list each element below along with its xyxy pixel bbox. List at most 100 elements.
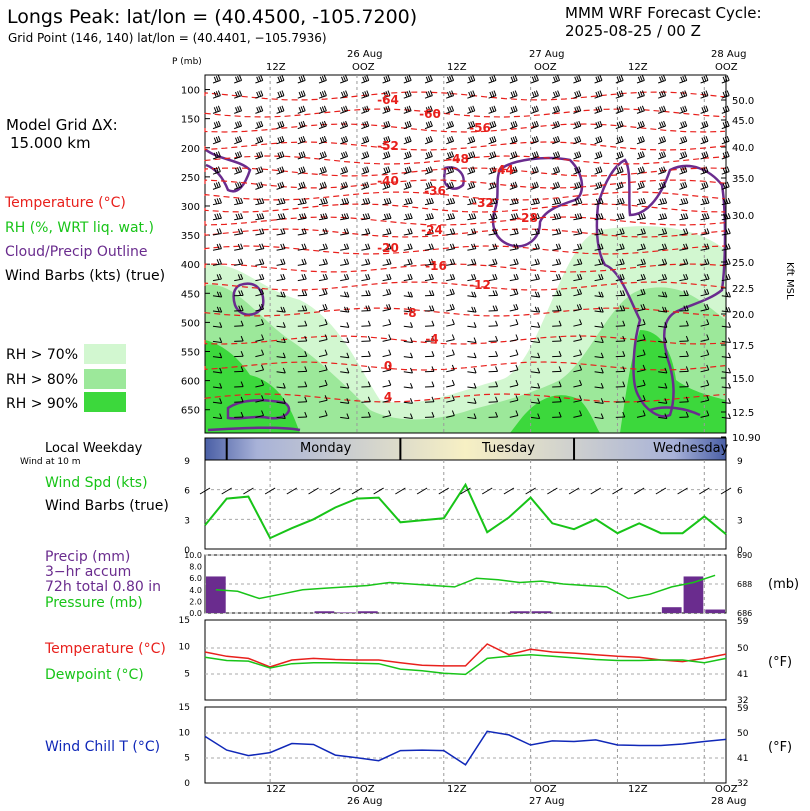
wind-barb-flag [600, 243, 604, 249]
wind-barb-flag [473, 382, 477, 389]
wind-barb-flag [616, 122, 620, 128]
top-time-label: OOZ [352, 62, 375, 73]
wind-barb-flag [240, 320, 244, 326]
wind-barb-flag [260, 120, 264, 127]
wind-barb-flag [452, 213, 456, 219]
wind-barb-flag [470, 182, 474, 188]
wind-barb-flag [406, 75, 410, 82]
temperature-contour [204, 335, 726, 345]
wind-barb-flag [346, 228, 350, 234]
wind-barb-flag [640, 213, 644, 219]
wind-barb [700, 354, 709, 358]
rh90-region-mid [510, 395, 600, 433]
temperature-line [204, 643, 727, 668]
wind-barb-flag [366, 90, 370, 96]
wind-barb [318, 155, 327, 160]
wind-barb-flag [323, 105, 327, 112]
wind-barb-flag [449, 106, 452, 112]
wind-barb-flag [407, 243, 411, 250]
wind-barb [340, 248, 349, 251]
wind-barb-flag [659, 167, 662, 174]
wind-barb-flag [579, 258, 583, 265]
wind-barb [573, 79, 581, 84]
wind-barb-flag [302, 120, 306, 127]
wind-barb-flag [637, 122, 641, 128]
wind-barb-flag [281, 105, 285, 112]
wind-barb [361, 232, 370, 236]
wind-barb-flag [533, 75, 537, 82]
wind-barb-flag [451, 364, 455, 371]
wind-barb [255, 308, 264, 312]
windchill-panel-frame [204, 706, 727, 784]
precip-bar [705, 609, 725, 613]
wind-barb-flag [408, 136, 412, 142]
wind-barb [615, 79, 624, 84]
precip-accum-label: 3−hr accum [45, 564, 132, 580]
wind-barb-flag [727, 273, 731, 280]
wind-barb-flag [515, 319, 519, 325]
wind-barb [721, 386, 731, 389]
wind-barb [573, 323, 582, 327]
wind-barb-flag [240, 273, 244, 280]
wind-barb [446, 399, 455, 403]
wind-barb [297, 186, 306, 190]
surface-wind-barb [243, 487, 254, 495]
wind-barb-flag [281, 90, 285, 96]
wind-barb-flag [279, 121, 283, 127]
wind-barb [530, 401, 540, 404]
wind-barb-flag [662, 306, 665, 313]
wind-barb [276, 125, 285, 130]
wind-barb [594, 155, 603, 160]
wind-barb-flag [536, 243, 540, 249]
wind-barb [721, 125, 730, 130]
wind-barb-flag [642, 395, 646, 401]
wind-barb-flag [598, 198, 602, 204]
precip-bar [531, 611, 552, 613]
wind-barb [446, 232, 455, 236]
wind-barb-flag [659, 183, 662, 189]
wind-barb [700, 308, 709, 312]
wind-barb-flag [685, 396, 689, 402]
wind-barb-flag [553, 137, 556, 143]
wind-barb-flag [323, 166, 327, 172]
wind-barb-flag [685, 381, 689, 387]
wind-barb-flag [429, 151, 433, 157]
wind-barb [234, 140, 242, 145]
wind-barb [636, 186, 645, 190]
wind-barb-flag [724, 106, 728, 112]
wind-barb-flag [659, 152, 662, 159]
wind-barb-flag [277, 152, 281, 159]
wind-barb-flag [302, 166, 306, 172]
wind-barb-flag [239, 75, 243, 81]
wind-barb-flag [386, 259, 390, 265]
wind-barb-flag [277, 76, 281, 83]
wind-barb [382, 415, 391, 418]
wind-barb-flag [364, 121, 368, 127]
wind-barb-flag [619, 305, 623, 311]
surface-wind-barb [633, 487, 645, 495]
wind-barb [403, 125, 412, 130]
wind-barb [721, 310, 731, 313]
surface-wind-barb [416, 487, 428, 495]
wind-barb [552, 155, 560, 160]
wind-barb-flag [642, 319, 646, 325]
wind-barb-flag [682, 136, 686, 143]
legend-rh90-label: RH > 90% [6, 396, 79, 412]
wind-barb-flag [213, 152, 217, 159]
wind-barb-flag [557, 166, 561, 172]
wind-barb [382, 384, 391, 388]
temperature-contour-label: -40 [377, 174, 399, 188]
wind-barb [255, 186, 263, 190]
wind-barb-flag [258, 167, 262, 173]
wind-barb-flag [321, 121, 325, 127]
wind-barb-flag [303, 273, 307, 280]
wind-barb-flag [576, 91, 580, 97]
pressure-tick-label: 600 [181, 377, 200, 388]
wind-barb-flag [663, 151, 667, 157]
wind-barb-flag [621, 228, 625, 234]
wind-barb-flag [261, 349, 265, 355]
wind-barb-flag [640, 304, 644, 310]
wind-barb [530, 202, 540, 206]
wind-barb-flag [217, 75, 221, 81]
wind-barb-flag [685, 258, 689, 265]
